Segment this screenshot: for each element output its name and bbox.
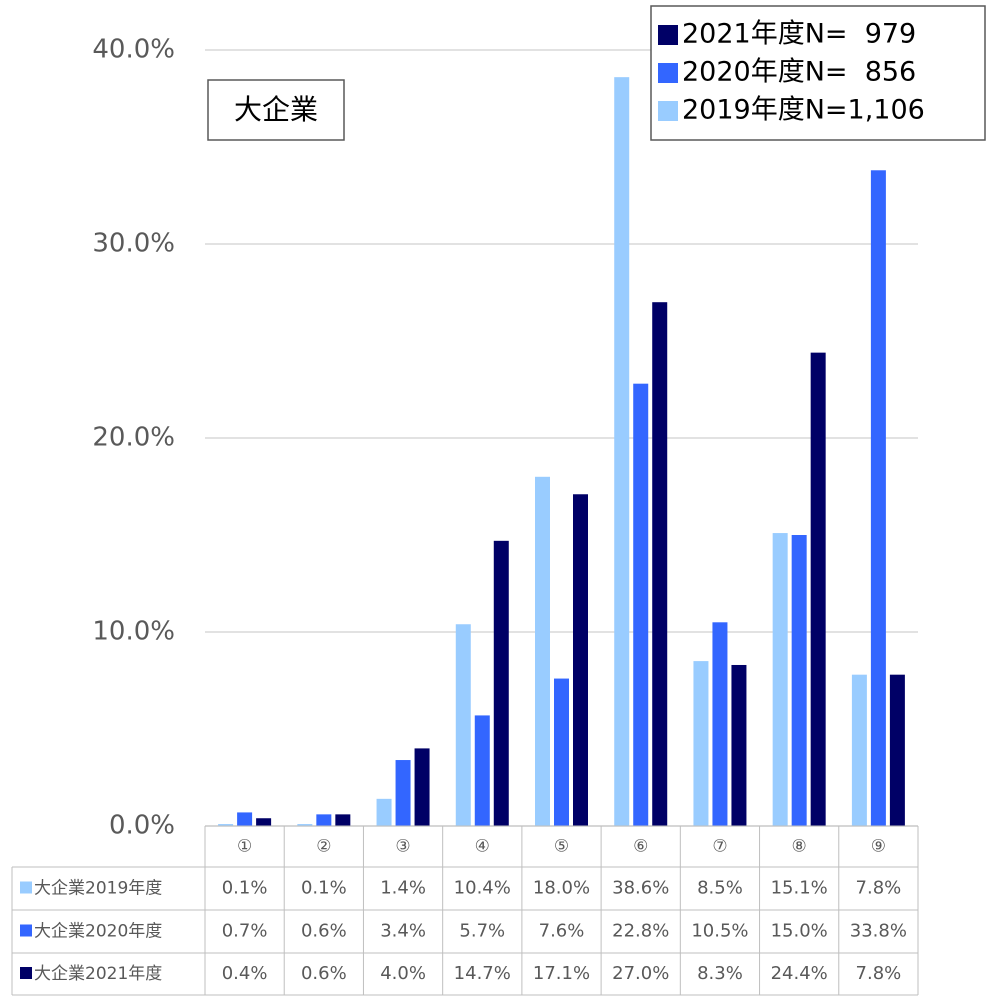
y-tick-label: 30.0%	[92, 229, 175, 259]
bar	[237, 812, 253, 826]
table-cell: 24.4%	[771, 963, 828, 984]
row-marker	[20, 967, 32, 979]
bar	[652, 302, 668, 826]
annotation: 大企業	[234, 93, 318, 126]
x-tick-label: ②	[316, 837, 331, 857]
table-cell: 0.1%	[301, 878, 347, 899]
y-tick-label: 40.0%	[92, 35, 175, 65]
table-cell: 0.6%	[301, 963, 347, 984]
table-cell: 3.4%	[380, 921, 426, 942]
table-cell: 27.0%	[612, 963, 669, 984]
bar	[395, 760, 411, 826]
table-cell: 17.1%	[533, 963, 590, 984]
table-cell: 7.6%	[539, 921, 585, 942]
bar	[414, 748, 430, 826]
table-cell: 5.7%	[459, 921, 505, 942]
table-cell: 22.8%	[612, 921, 669, 942]
table-cell: 14.7%	[454, 963, 511, 984]
bar	[791, 535, 807, 826]
x-tick-label: ③	[395, 837, 410, 857]
x-tick-label: ⑨	[871, 837, 886, 857]
legend-label: 2020年度N= 856	[682, 57, 916, 88]
bar	[870, 170, 886, 826]
bar	[772, 533, 788, 826]
legend-swatch	[658, 25, 678, 45]
x-tick-label: ⑥	[633, 837, 648, 857]
legend-box	[650, 5, 986, 141]
row-label: 大企業2019年度	[34, 879, 162, 899]
y-tick-label: 20.0%	[92, 423, 175, 453]
table-cell: 15.1%	[771, 878, 828, 899]
bar	[474, 715, 490, 826]
bar	[810, 352, 826, 826]
table-cell: 15.0%	[771, 921, 828, 942]
table-cell: 38.6%	[612, 878, 669, 899]
annotation-box	[207, 79, 345, 141]
bar	[297, 824, 313, 826]
table-cell: 18.0%	[533, 878, 590, 899]
table-cell: 0.6%	[301, 921, 347, 942]
legend-swatch	[658, 101, 678, 121]
bar	[731, 664, 747, 826]
bar	[633, 383, 649, 826]
bar	[693, 661, 709, 826]
row-label: 大企業2021年度	[34, 964, 162, 984]
bar	[554, 678, 569, 826]
table-cell: 10.5%	[691, 921, 748, 942]
y-tick-label: 0.0%	[109, 811, 175, 841]
x-tick-label: ⑧	[792, 837, 807, 857]
bar	[712, 622, 728, 826]
x-tick-label: ⑦	[712, 837, 727, 857]
legend-label: 2021年度N= 979	[682, 19, 916, 50]
table-cell: 1.4%	[380, 878, 426, 899]
table-cell: 8.3%	[697, 963, 743, 984]
x-tick-label: ④	[475, 837, 490, 857]
bar	[614, 77, 630, 826]
bar	[218, 824, 234, 826]
bar	[376, 798, 392, 826]
bar	[455, 624, 471, 826]
table-cell: 0.7%	[222, 921, 268, 942]
x-tick-label: ①	[237, 837, 252, 857]
table-cell: 0.4%	[222, 963, 268, 984]
table-cell: 7.8%	[856, 878, 902, 899]
legend-label: 2019年度N=1,106	[682, 95, 925, 126]
table-cell: 0.1%	[222, 878, 268, 899]
bar	[573, 494, 588, 826]
legend-swatch	[658, 63, 678, 83]
bar	[316, 814, 332, 826]
table-cell: 4.0%	[380, 963, 426, 984]
bar	[335, 814, 351, 826]
table-cell: 7.8%	[856, 963, 902, 984]
y-tick-label: 10.0%	[92, 617, 175, 647]
table-cell: 33.8%	[850, 921, 907, 942]
table-cell: 8.5%	[697, 878, 743, 899]
x-tick-label: ⑤	[554, 837, 569, 857]
bar	[851, 674, 867, 826]
bar	[256, 818, 272, 826]
row-marker	[20, 881, 32, 894]
table-cell: 10.4%	[454, 878, 511, 899]
bar	[535, 476, 550, 826]
row-marker	[20, 924, 32, 937]
row-label: 大企業2020年度	[34, 922, 162, 942]
bar	[889, 674, 905, 826]
bar	[493, 540, 509, 826]
